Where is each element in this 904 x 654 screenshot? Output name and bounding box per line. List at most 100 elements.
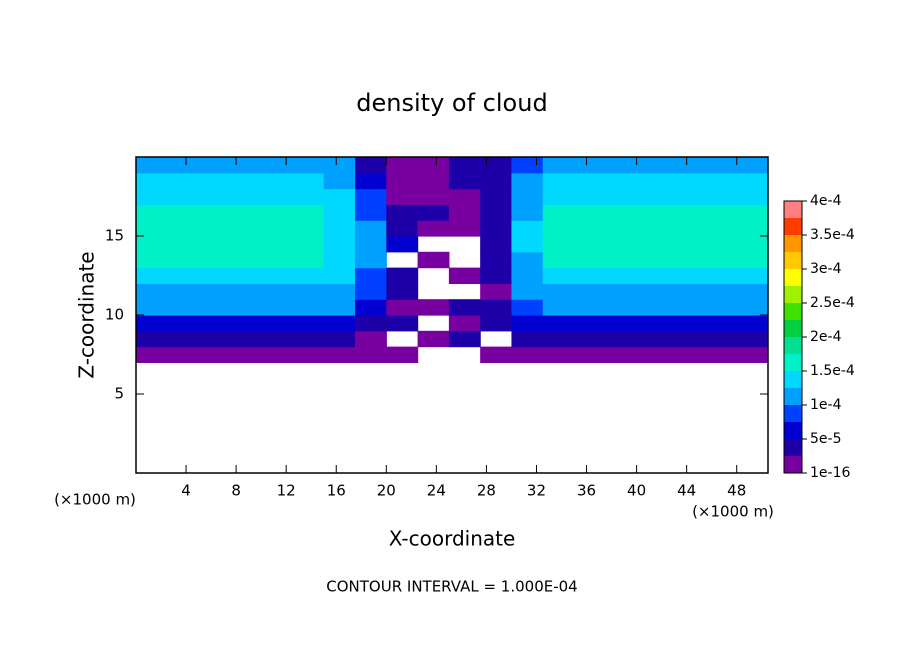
x-tick-label: 24 xyxy=(427,482,446,500)
colorbar-tick-label: 5e-5 xyxy=(810,431,841,447)
field-cell xyxy=(323,236,356,253)
field-cell xyxy=(574,346,606,363)
field-cell xyxy=(386,157,419,174)
field-cell xyxy=(198,188,231,205)
field-cell xyxy=(699,236,732,253)
field-cell xyxy=(511,236,544,253)
field-cell xyxy=(417,188,450,205)
field-cell xyxy=(574,283,606,300)
field-cell xyxy=(667,236,700,253)
field-cell xyxy=(323,346,356,363)
field-cell xyxy=(229,346,262,363)
field-cell xyxy=(355,172,387,190)
field-cell xyxy=(136,188,168,205)
field-cell xyxy=(167,346,200,363)
colorbar-band xyxy=(784,235,802,252)
x-tick-label: 12 xyxy=(277,482,296,500)
field-cell xyxy=(323,330,356,348)
field-cell xyxy=(386,236,419,253)
field-cell xyxy=(761,251,768,269)
field-cell xyxy=(261,251,294,269)
colorbar-tick-label: 3e-4 xyxy=(810,261,842,277)
field-cell xyxy=(292,346,325,363)
colorbar-tick-label: 1.5e-4 xyxy=(810,363,855,379)
field-cell xyxy=(761,346,768,363)
field-cell xyxy=(511,157,544,174)
field-cell xyxy=(761,283,768,300)
field-cell xyxy=(167,172,200,190)
field-cell xyxy=(261,220,294,237)
field-cell xyxy=(730,330,763,348)
field-cell xyxy=(699,299,732,316)
y-tick-label: 5 xyxy=(114,385,124,403)
field-cell xyxy=(198,315,231,332)
field-cell xyxy=(605,283,638,300)
field-cell xyxy=(636,236,669,253)
field-cell xyxy=(229,330,262,348)
field-cell xyxy=(323,267,356,284)
field-cell xyxy=(667,220,700,237)
field-cell xyxy=(292,220,325,237)
field-cell xyxy=(542,188,575,205)
y-axis-label: Z-coordinate xyxy=(75,251,99,378)
colorbar-band xyxy=(784,286,802,303)
field-cell xyxy=(355,299,387,316)
field-cell xyxy=(229,236,262,253)
field-cell xyxy=(198,172,231,190)
colorbar-band xyxy=(784,371,802,388)
field-cell xyxy=(323,157,356,174)
field-cell xyxy=(229,251,262,269)
y-tick-label: 15 xyxy=(105,227,124,245)
field-cell xyxy=(511,299,544,316)
field-cell xyxy=(761,188,768,205)
field-cell xyxy=(636,204,669,221)
field-cell xyxy=(448,204,481,221)
field-cell xyxy=(417,172,450,190)
field-cell xyxy=(667,188,700,205)
field-cell xyxy=(386,220,419,237)
field-cell xyxy=(480,172,513,190)
field-cell xyxy=(261,172,294,190)
colorbar-band xyxy=(784,337,802,354)
field-cell xyxy=(667,330,700,348)
colorbar-band xyxy=(784,405,802,422)
field-cell xyxy=(730,283,763,300)
field-cell xyxy=(511,251,544,269)
field-cell xyxy=(136,315,168,332)
field-cell xyxy=(667,346,700,363)
x-tick-label: 48 xyxy=(727,482,746,500)
field-cell xyxy=(198,283,231,300)
field-cell xyxy=(386,283,419,300)
field-cell xyxy=(667,299,700,316)
field-cell xyxy=(448,172,481,190)
x-tick-label: 40 xyxy=(627,482,646,500)
field-cell xyxy=(699,157,732,174)
field-cell xyxy=(699,346,732,363)
field-cell xyxy=(355,251,387,269)
field-cell xyxy=(574,188,606,205)
field-cell xyxy=(761,315,768,332)
field-cell xyxy=(699,188,732,205)
field-cell xyxy=(386,172,419,190)
field-cell xyxy=(605,220,638,237)
field-cell xyxy=(448,188,481,205)
field-cell xyxy=(355,330,387,348)
field-cell xyxy=(605,267,638,284)
field-cell xyxy=(636,346,669,363)
field-cell xyxy=(730,315,763,332)
field-cell xyxy=(480,267,513,284)
field-cell xyxy=(667,172,700,190)
field-cell xyxy=(574,251,606,269)
field-cell xyxy=(448,315,481,332)
colorbar-band xyxy=(784,201,802,218)
field-cell xyxy=(198,157,231,174)
field-cell xyxy=(136,267,168,284)
field-cell xyxy=(542,236,575,253)
field-cell xyxy=(292,315,325,332)
field-cell xyxy=(761,299,768,316)
field-cell xyxy=(167,251,200,269)
field-cell xyxy=(292,251,325,269)
field-cell xyxy=(574,299,606,316)
field-cell xyxy=(761,220,768,237)
